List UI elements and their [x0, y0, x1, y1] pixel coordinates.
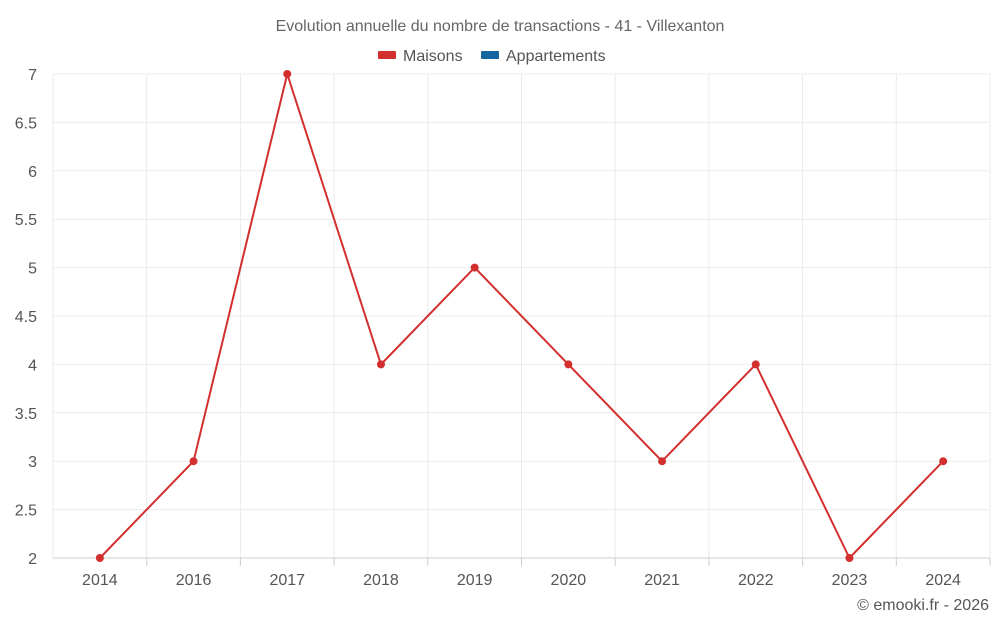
x-tick-label: 2018 [363, 572, 399, 589]
y-tick-label: 4 [28, 357, 37, 374]
y-tick-label: 2.5 [15, 503, 37, 520]
data-point[interactable] [376, 360, 385, 369]
x-tick-label: 2019 [457, 572, 493, 589]
data-point[interactable] [95, 554, 104, 562]
legend-item-maisons[interactable]: Maisons [378, 48, 463, 65]
legend-swatch-maisons [378, 51, 396, 59]
legend-item-appartements[interactable]: Appartements [481, 48, 606, 65]
x-axis: 2014 2016 2017 2018 2019 2020 2021 2022 2023 2024 [53, 557, 991, 589]
series-line-maisons [99, 73, 944, 559]
x-tick-label: 2017 [269, 572, 305, 589]
data-point[interactable] [751, 360, 760, 369]
y-tick-label: 5 [28, 261, 37, 278]
y-tick-label: 4.5 [15, 309, 37, 326]
legend-swatch-appartements [481, 51, 499, 59]
x-tick-label: 2020 [551, 572, 587, 589]
x-tick-label: 2016 [176, 572, 212, 589]
legend: Maisons Appartements [378, 48, 606, 65]
x-tick-label: 2014 [82, 572, 118, 589]
chart-title: Evolution annuelle du nombre de transact… [276, 18, 725, 35]
x-tick-label: 2021 [644, 572, 680, 589]
y-tick-label: 7 [28, 67, 37, 84]
y-tick-label: 3.5 [15, 406, 37, 423]
x-tick-label: 2022 [738, 572, 774, 589]
legend-label-appartements: Appartements [506, 48, 606, 65]
y-tick-label: 3 [28, 454, 37, 471]
y-tick-label: 6.5 [15, 115, 37, 132]
y-axis: 2 2.5 3 3.5 4 4.5 5 5.5 6 6.5 7 [15, 67, 37, 568]
x-tick-label: 2024 [925, 572, 961, 589]
data-point[interactable] [283, 70, 292, 78]
data-point[interactable] [189, 457, 198, 466]
data-point[interactable] [939, 457, 948, 466]
x-tick-label: 2023 [832, 572, 868, 589]
data-point[interactable] [564, 360, 573, 369]
data-point[interactable] [470, 263, 479, 272]
y-tick-label: 6 [28, 164, 37, 181]
data-point[interactable] [658, 457, 667, 466]
legend-label-maisons: Maisons [403, 48, 463, 65]
y-tick-label: 2 [28, 551, 37, 568]
plot-area [95, 70, 948, 562]
credit-text: © emooki.fr - 2026 [857, 597, 989, 614]
y-tick-label: 5.5 [15, 212, 37, 229]
data-point[interactable] [845, 554, 854, 562]
